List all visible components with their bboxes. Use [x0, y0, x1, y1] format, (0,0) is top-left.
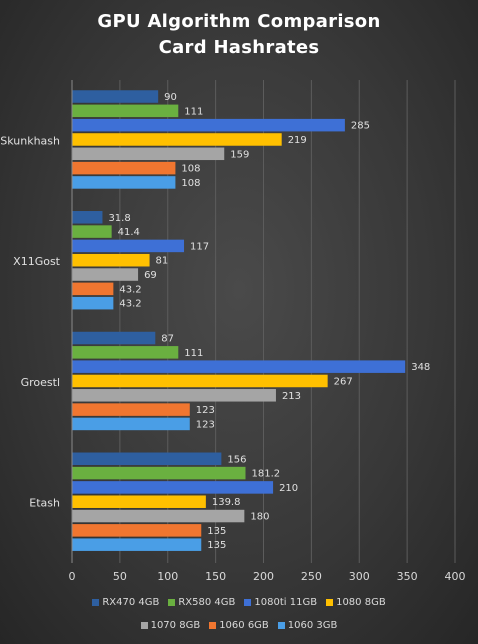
- x-tick-label: 200: [253, 570, 274, 583]
- bar: [72, 374, 328, 388]
- bar: [72, 389, 276, 402]
- bar: [72, 211, 103, 224]
- bar: [72, 161, 176, 175]
- legend-label: 1070 8GB: [150, 620, 201, 631]
- data-label: 31.8: [108, 213, 130, 224]
- legend-swatch: [326, 599, 334, 606]
- data-label: 111: [184, 106, 203, 117]
- bar: [72, 481, 274, 494]
- legend-item: RX580 4GB: [168, 597, 235, 608]
- bar: [72, 104, 179, 118]
- bar: [72, 133, 282, 146]
- data-label: 267: [334, 376, 353, 387]
- bar: [72, 331, 156, 345]
- data-label: 213: [282, 391, 301, 402]
- x-tick-label: 50: [113, 570, 127, 583]
- legend-label: RX470 4GB: [102, 597, 160, 608]
- bar: [72, 524, 202, 537]
- x-tick-label: 150: [205, 570, 226, 583]
- x-tick-label: 0: [69, 570, 76, 583]
- bar: [72, 538, 202, 551]
- bar: [72, 282, 114, 296]
- bar: [72, 509, 245, 523]
- legend-swatch: [168, 599, 176, 606]
- legend-swatch: [92, 599, 100, 606]
- bar: [72, 118, 345, 132]
- bar: [72, 495, 206, 508]
- legend-swatch: [209, 622, 217, 629]
- bar: [72, 417, 190, 431]
- data-label: 139.8: [212, 497, 241, 508]
- legend-item: RX470 4GB: [92, 597, 159, 608]
- data-label: 81: [156, 256, 169, 267]
- legend-item: 1070 8GB: [140, 620, 201, 631]
- data-label: 135: [207, 540, 226, 551]
- data-label: 348: [411, 362, 430, 373]
- data-label: 285: [351, 121, 370, 132]
- bar: [72, 268, 139, 281]
- legend-item: 1060 3GB: [277, 620, 338, 631]
- legend-item: 1080ti 11GB: [244, 597, 317, 608]
- legend-label: 1080ti 11GB: [254, 597, 318, 608]
- bar: [72, 360, 406, 373]
- category-label: Skunkhash: [0, 134, 60, 147]
- data-label: 210: [279, 483, 298, 494]
- data-label: 108: [181, 164, 200, 175]
- x-tick-label: 350: [397, 570, 418, 583]
- data-label: 41.4: [118, 227, 140, 238]
- data-label: 156: [227, 454, 246, 465]
- legend-row-2: 1070 8GB 1060 6GB 1060 3GB: [0, 620, 478, 631]
- legend-label: 1060 6GB: [219, 620, 269, 631]
- x-tick-label: 400: [445, 570, 466, 583]
- data-label: 108: [181, 178, 200, 189]
- bar: [72, 147, 225, 161]
- data-label: 159: [230, 149, 249, 160]
- bar: [72, 239, 185, 253]
- bar: [72, 90, 159, 103]
- legend-item: 1060 6GB: [209, 620, 269, 631]
- data-label: 219: [288, 135, 307, 146]
- data-label: 111: [184, 348, 203, 359]
- category-label: X11Gost: [13, 255, 61, 268]
- category-label: Etash: [29, 497, 60, 510]
- chart-title-line-2: Card Hashrates: [158, 37, 320, 58]
- data-label: 135: [207, 526, 226, 537]
- data-label: 87: [161, 334, 174, 345]
- x-tick-label: 250: [301, 570, 322, 583]
- bar: [72, 296, 114, 310]
- data-label: 43.2: [119, 299, 141, 310]
- x-tick-label: 300: [349, 570, 370, 583]
- legend-swatch: [140, 622, 148, 629]
- legend-swatch: [244, 599, 252, 606]
- bar: [72, 176, 176, 189]
- bar: [72, 466, 246, 480]
- data-label: 180: [250, 512, 269, 523]
- data-label: 117: [190, 241, 209, 252]
- bar: [72, 346, 179, 359]
- legend-swatch: [277, 622, 285, 629]
- bar: [72, 253, 150, 267]
- data-label: 90: [164, 92, 177, 103]
- chart-title-line-1: GPU Algorithm Comparison: [97, 11, 381, 32]
- legend-item: 1080 8GB: [326, 597, 386, 608]
- category-label: Groestl: [21, 376, 60, 389]
- data-label: 43.2: [119, 284, 141, 295]
- bar: [72, 225, 112, 238]
- x-tick-label: 100: [157, 570, 178, 583]
- data-label: 123: [196, 405, 215, 416]
- legend-label: 1080 8GB: [336, 597, 386, 608]
- legend-row-1: RX470 4GB RX580 4GB 1080ti 11GB 1080 8GB: [0, 597, 478, 608]
- legend-label: RX580 4GB: [178, 597, 236, 608]
- data-label: 181.2: [251, 469, 280, 480]
- data-label: 123: [196, 419, 215, 430]
- bar: [72, 403, 190, 416]
- data-label: 69: [144, 270, 157, 281]
- bar: [72, 452, 222, 466]
- legend-label: 1060 3GB: [287, 620, 338, 631]
